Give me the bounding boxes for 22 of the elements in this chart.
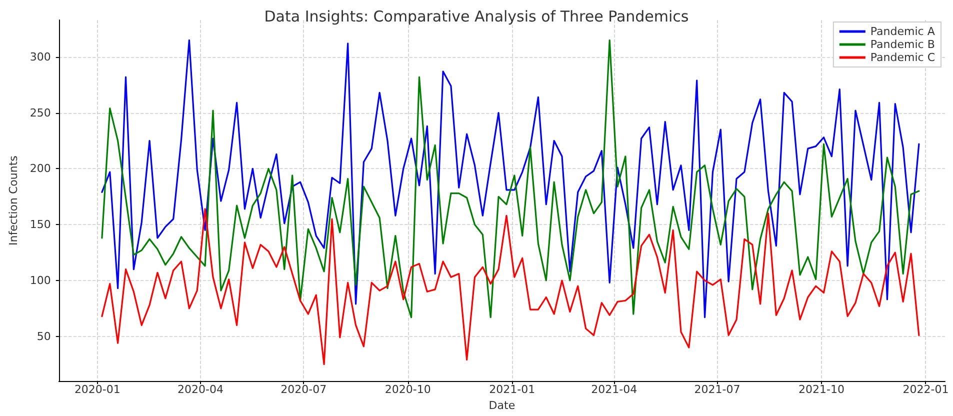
y-tick-label: 50 xyxy=(36,330,51,343)
x-axis-title: Date xyxy=(488,399,516,412)
line-series xyxy=(101,208,920,366)
x-tick-label: 2020-07 xyxy=(280,383,327,396)
y-axis-title: Infection Counts xyxy=(7,155,20,246)
x-tick-label: 2021-10 xyxy=(798,383,844,396)
x-tick-label: 2021-04 xyxy=(591,383,638,396)
legend-label: Pandemic A xyxy=(870,25,936,38)
legend-label: Pandemic C xyxy=(870,51,936,64)
x-tick-label: 2021-07 xyxy=(694,383,740,396)
y-tick-label: 250 xyxy=(30,106,51,120)
y-tick-label: 200 xyxy=(30,162,51,176)
x-tick-label: 2020-04 xyxy=(178,383,224,396)
y-tick-label: 300 xyxy=(30,50,51,64)
legend-label: Pandemic B xyxy=(870,38,935,51)
x-tick-label: 2021-01 xyxy=(489,383,536,396)
x-tick-label: 2020-10 xyxy=(384,383,431,396)
x-tick-label: 2020-01 xyxy=(74,383,120,396)
x-tick-label: 2022-01 xyxy=(902,383,949,396)
chart-title: Data Insights: Comparative Analysis of Three Pandemics xyxy=(264,8,689,26)
y-tick-label: 150 xyxy=(30,218,51,232)
y-tick-label: 100 xyxy=(30,274,51,287)
